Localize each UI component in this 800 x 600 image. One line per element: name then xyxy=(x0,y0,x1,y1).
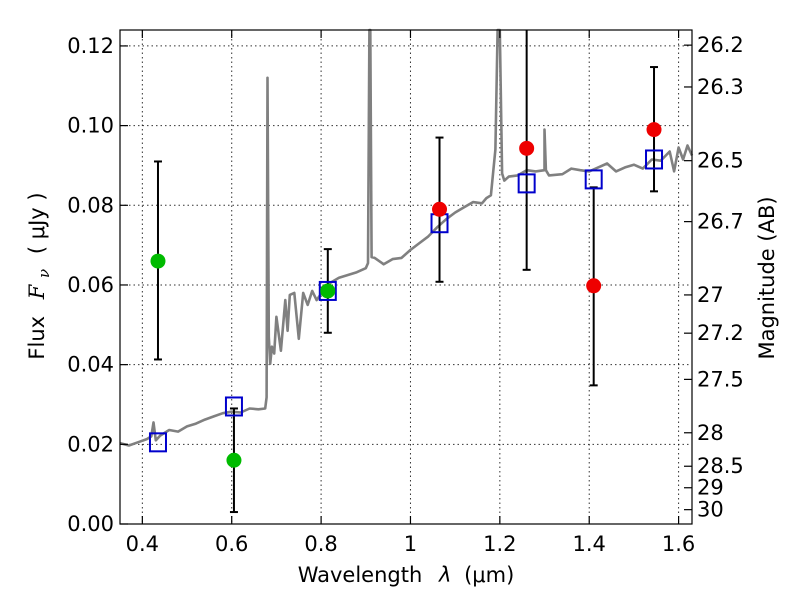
model-photometry-square xyxy=(224,396,243,417)
observed-point-red xyxy=(586,278,602,294)
y-axis-title: Flux F ν ( μJy ) xyxy=(25,192,54,359)
x-axis-title-text: Wavelength xyxy=(298,563,423,587)
y2-tick-label: 26.7 xyxy=(697,210,744,234)
y-tick-label: 0.06 xyxy=(67,273,114,297)
x-axis-title-unit: (μm) xyxy=(464,563,514,587)
y2-tick-label: 27.5 xyxy=(697,367,744,391)
y2-tick-label: 30 xyxy=(697,498,724,522)
x-axis-title: Wavelength λ (μm) xyxy=(298,563,515,587)
x-tick-label: 1.2 xyxy=(483,532,516,556)
model-spectrum-line xyxy=(119,28,694,447)
model-photometry-square xyxy=(318,280,337,301)
y-axis-title-text: Flux xyxy=(25,316,49,360)
error-bars xyxy=(153,30,659,514)
y-tick-label: 0.02 xyxy=(67,432,114,456)
x-tick-label: 0.8 xyxy=(304,532,337,556)
observed-point-green xyxy=(226,452,242,468)
y2-tick-label: 26.5 xyxy=(697,149,744,173)
y2-tick-label: 26.2 xyxy=(697,33,744,57)
x-axis-title-symbol: λ xyxy=(438,563,451,587)
model-photometry-square xyxy=(148,432,167,453)
x-tick-label: 1.4 xyxy=(573,532,606,556)
plot-frame xyxy=(119,29,693,525)
y-tick-label: 0.12 xyxy=(67,34,114,58)
observed-point-green xyxy=(320,283,336,299)
x-tick-label: 0.4 xyxy=(126,532,159,556)
y2-tick-label: 28 xyxy=(697,421,724,445)
y-axis-title-subscript: ν xyxy=(35,269,53,278)
model-photometry-square xyxy=(517,173,536,194)
observed-point-red xyxy=(519,140,535,156)
observed-point-red xyxy=(432,201,448,217)
y-tick-label: 0.08 xyxy=(67,193,114,217)
y-tick-label: 0.00 xyxy=(67,512,114,536)
model-photometry-square xyxy=(645,149,664,170)
tick-labels: 0.4 0.6 0.8 1 1.2 1.4 1.6 0.00 0.02 0.04 0.06 0.08 0… xyxy=(67,33,744,556)
axis-ticks xyxy=(120,30,692,525)
observed-point-green xyxy=(150,253,166,269)
y2-tick-label: 27.2 xyxy=(697,321,744,345)
y-axis-title-unit: ( μJy ) xyxy=(25,192,49,254)
spectrum-layer xyxy=(119,28,694,447)
y2-tick-label: 27 xyxy=(697,283,724,307)
y-tick-label: 0.10 xyxy=(67,114,114,138)
x-tick-label: 1.6 xyxy=(662,532,695,556)
y2-tick-label: 26.3 xyxy=(697,75,744,99)
observed-point-red xyxy=(646,122,662,138)
y2-axis-title: Magnitude (AB) xyxy=(755,196,779,359)
grid xyxy=(120,30,692,525)
x-tick-label: 0.6 xyxy=(215,532,248,556)
data-markers xyxy=(148,122,664,468)
y-tick-label: 0.04 xyxy=(67,353,114,377)
y2-tick-label: 29 xyxy=(697,476,724,500)
model-photometry-square xyxy=(584,169,603,190)
y2-tick-label: 28.5 xyxy=(697,454,744,478)
y-axis-title-symbol: F xyxy=(25,283,49,300)
x-tick-label: 1 xyxy=(404,532,417,556)
